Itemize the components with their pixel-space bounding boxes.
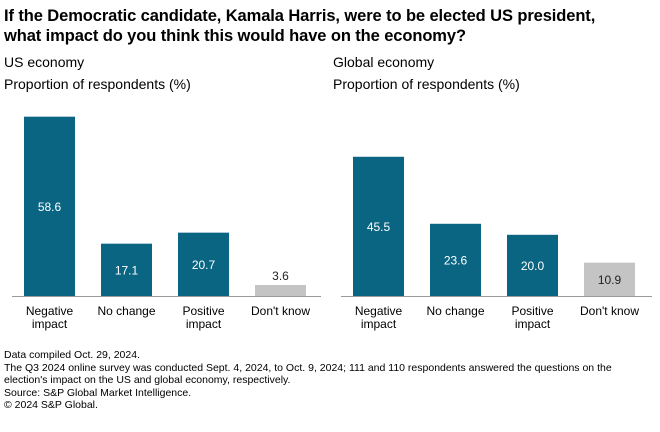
global-bar-positive-impact — [507, 234, 558, 296]
us-bar-negative-impact — [24, 116, 75, 297]
us-bar-positive-impact — [178, 232, 229, 296]
us-bar-don-t-know — [255, 284, 306, 296]
us-category-label-negative-impact-2: impact — [32, 317, 68, 331]
global-panel-ylabel: Proportion of respondents (%) — [333, 76, 520, 92]
global-category-label-no-change-1: No change — [426, 304, 484, 318]
chart-title-line-2: what impact do you think this would have… — [4, 27, 466, 45]
footer-copyright: © 2024 S&P Global. — [4, 399, 98, 412]
global-bar-negative-impact — [353, 156, 404, 296]
footer-data-compiled: Data compiled Oct. 29, 2024. — [4, 349, 140, 361]
chart-title: If the Democratic candidate, Kamala Harr… — [4, 6, 660, 46]
global-value-label-don-t-know: 10.9 — [598, 273, 622, 287]
chart-title-line-1: If the Democratic candidate, Kamala Harr… — [4, 7, 596, 25]
global-category-label-positive-impact-2: impact — [515, 317, 551, 331]
us-category-label-no-change-1: No change — [97, 304, 155, 318]
us-value-label-negative-impact: 58.6 — [38, 200, 62, 214]
us-category-label-negative-impact-1: Negative — [26, 304, 74, 318]
global-bar-no-change — [430, 223, 481, 296]
us-panel-ylabel: Proportion of respondents (%) — [4, 76, 191, 92]
us-value-label-don-t-know: 3.6 — [272, 269, 289, 283]
global-bar-don-t-know — [584, 262, 635, 296]
global-category-label-negative-impact-2: impact — [361, 317, 397, 331]
footer-survey-note: The Q3 2024 online survey was conducted … — [4, 361, 612, 387]
us-category-label-don-t-know-1: Don't know — [251, 304, 310, 318]
us-value-label-no-change: 17.1 — [115, 263, 139, 277]
global-value-label-negative-impact: 45.5 — [367, 220, 391, 234]
us-value-label-positive-impact: 20.7 — [192, 258, 216, 272]
global-value-label-positive-impact: 20.0 — [521, 259, 545, 273]
global-panel-title: Global economy — [333, 54, 435, 70]
footer-source: Source: S&P Global Market Intelligence. — [4, 386, 192, 399]
us-bar-no-change — [101, 243, 152, 296]
us-category-label-positive-impact-2: impact — [186, 317, 222, 331]
global-category-label-negative-impact-1: Negative — [355, 304, 403, 318]
global-category-label-don-t-know-1: Don't know — [580, 304, 639, 318]
us-panel-title: US economy — [4, 54, 85, 70]
us-category-label-positive-impact-1: Positive — [182, 304, 224, 318]
global-category-label-positive-impact-1: Positive — [511, 304, 553, 318]
global-value-label-no-change: 23.6 — [444, 253, 468, 267]
footer-notes: Data compiled Oct. 29, 2024. The Q3 2024… — [4, 349, 656, 412]
